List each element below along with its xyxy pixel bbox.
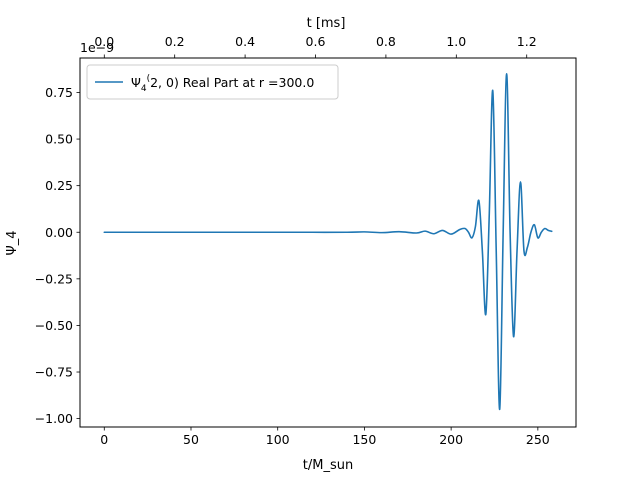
- secondary-x-tick-label: 0.2: [165, 34, 185, 49]
- y-tick-label: 0.25: [45, 178, 73, 193]
- legend-label-sup: (: [147, 74, 151, 84]
- secondary-x-tick-label: 0.0: [94, 34, 114, 49]
- secondary-x-tick-label: 0.4: [235, 34, 255, 49]
- y-tick-label: 0.00: [45, 225, 73, 240]
- x-tick-label: 200: [439, 432, 463, 447]
- series-line: [103, 73, 553, 411]
- series-layer: [103, 73, 553, 411]
- y-tick-label: −0.75: [35, 365, 73, 380]
- y-tick-label: 0.75: [45, 85, 73, 100]
- legend: Ψ4(2, 0) Real Part at r =300.0: [86, 64, 339, 100]
- legend-label-rest: 2, 0) Real Part at r =300.0: [150, 75, 314, 90]
- y-tick-label: −0.50: [35, 318, 73, 333]
- x-tick-label: 0: [100, 432, 108, 447]
- y-axis: 0.75 0.50 0.25 0.00 −0.25 −0.50 −0.75 −1.00: [35, 85, 80, 426]
- y-tick-label: 0.50: [45, 132, 73, 147]
- secondary-x-tick-label: 0.6: [306, 34, 326, 49]
- y-tick-label: −0.25: [35, 271, 73, 286]
- y-tick-label: −1.00: [35, 411, 73, 426]
- secondary-x-axis: 0.0 0.2 0.4 0.6 0.8 1.0 1.2: [94, 34, 537, 58]
- x-tick-label: 250: [526, 432, 550, 447]
- x-tick-label: 50: [183, 432, 199, 447]
- legend-label-main: Ψ: [131, 75, 141, 90]
- x-axis-title: t/M_sun: [303, 458, 353, 473]
- y-axis-title: Ψ_4: [5, 230, 20, 255]
- legend-box: [86, 64, 339, 100]
- secondary-x-tick-label: 1.2: [517, 34, 537, 49]
- x-axis: 0 50 100 150 200 250: [100, 427, 550, 447]
- legend-label: Ψ4(2, 0) Real Part at r =300.0: [131, 74, 314, 94]
- secondary-x-tick-label: 1.0: [446, 34, 466, 49]
- secondary-x-tick-label: 0.8: [376, 34, 396, 49]
- y-offset-text: 1e−9: [80, 40, 114, 55]
- x-tick-label: 100: [266, 432, 290, 447]
- x-tick-label: 150: [352, 432, 376, 447]
- secondary-x-axis-title: t [ms]: [307, 16, 346, 31]
- plot-frame: [79, 57, 577, 428]
- legend-label-sub: 4: [141, 84, 147, 94]
